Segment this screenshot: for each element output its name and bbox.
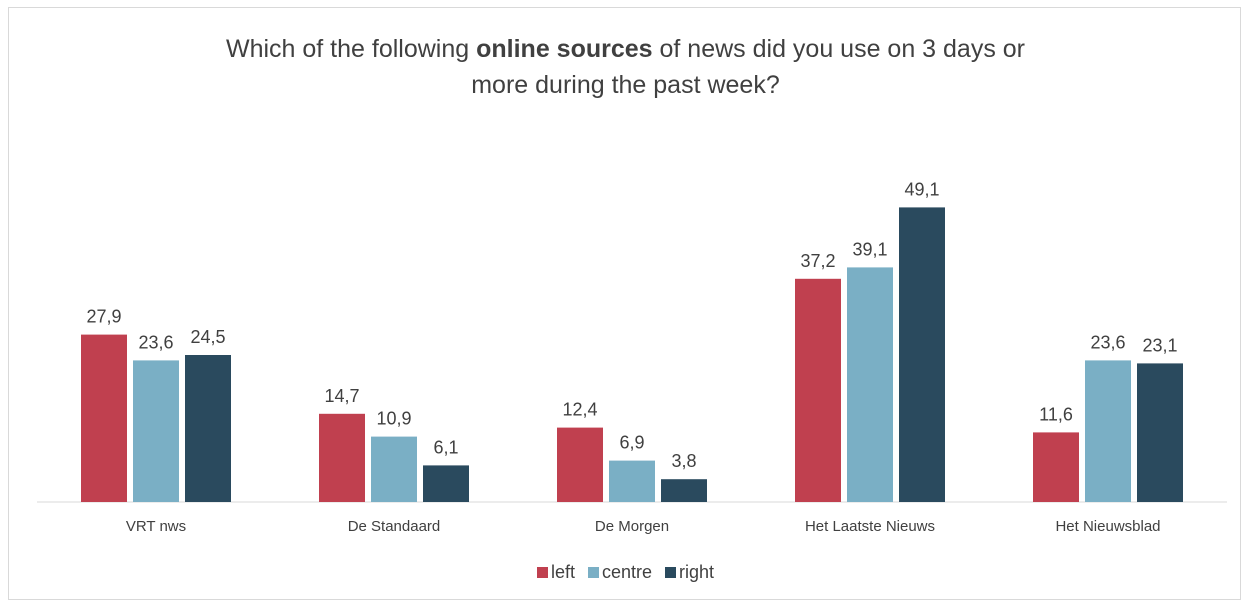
legend-swatch-centre [587,567,599,578]
legend-label-right: right [679,562,715,582]
data-label-left-0: 27,9 [86,307,121,327]
bar-right-1 [423,465,469,502]
legend-item-centre: centre [587,562,653,583]
legend-item-right: right [665,562,714,583]
data-label-centre-0: 23,6 [138,332,173,352]
bar-right-4 [1137,363,1183,502]
data-label-left-1: 14,7 [324,386,359,406]
data-label-right-2: 3,8 [671,451,696,471]
bar-left-1 [319,413,365,502]
data-label-centre-4: 23,6 [1090,332,1125,352]
chart-title-line-1: Which of the following online sources of… [0,31,1251,67]
bar-left-4 [1033,432,1079,502]
title-part-1: online sources [476,35,653,63]
data-label-left-4: 11,6 [1039,404,1073,424]
title-part-3: more during the past week? [471,71,780,99]
x-tick-label-3: Het Laatste Nieuws [805,518,935,535]
x-tick-label-0: VRT nws [126,518,186,535]
data-label-centre-2: 6,9 [619,433,644,453]
title-part-2: of news did you use on 3 days or [652,35,1026,63]
legend: left centre right [0,562,1251,583]
data-label-right-1: 6,1 [433,437,458,457]
data-label-centre-3: 39,1 [852,239,887,259]
bar-centre-0 [133,360,179,502]
title-part-0: Which of the following [225,35,477,63]
bar-right-0 [185,355,231,502]
data-label-right-4: 23,1 [1142,335,1177,355]
bar-left-2 [557,427,603,502]
data-label-right-0: 24,5 [190,327,225,347]
legend-swatch-right [665,567,677,578]
bar-left-3 [795,278,841,502]
bar-centre-3 [847,267,893,502]
chart-title: Which of the following online sources of… [0,31,1251,103]
bar-left-0 [81,334,127,502]
x-tick-label-2: De Morgen [595,518,669,535]
data-label-left-2: 12,4 [562,400,597,420]
data-label-centre-1: 10,9 [376,409,411,429]
bar-centre-4 [1085,360,1131,502]
chart-title-line-2: more during the past week? [0,67,1251,103]
legend-label-left: left [550,562,575,582]
x-tick-label-4: Het Nieuwsblad [1055,518,1160,535]
legend-swatch-left [536,567,548,578]
bar-right-2 [661,479,707,502]
x-tick-label-1: De Standaard [348,518,441,535]
data-label-right-3: 49,1 [904,179,939,199]
legend-item-left: left [536,562,575,583]
bar-right-3 [899,207,945,502]
bar-centre-1 [371,436,417,502]
legend-label-centre: centre [601,562,653,582]
bar-centre-2 [609,460,655,502]
data-label-left-3: 37,2 [800,251,835,271]
